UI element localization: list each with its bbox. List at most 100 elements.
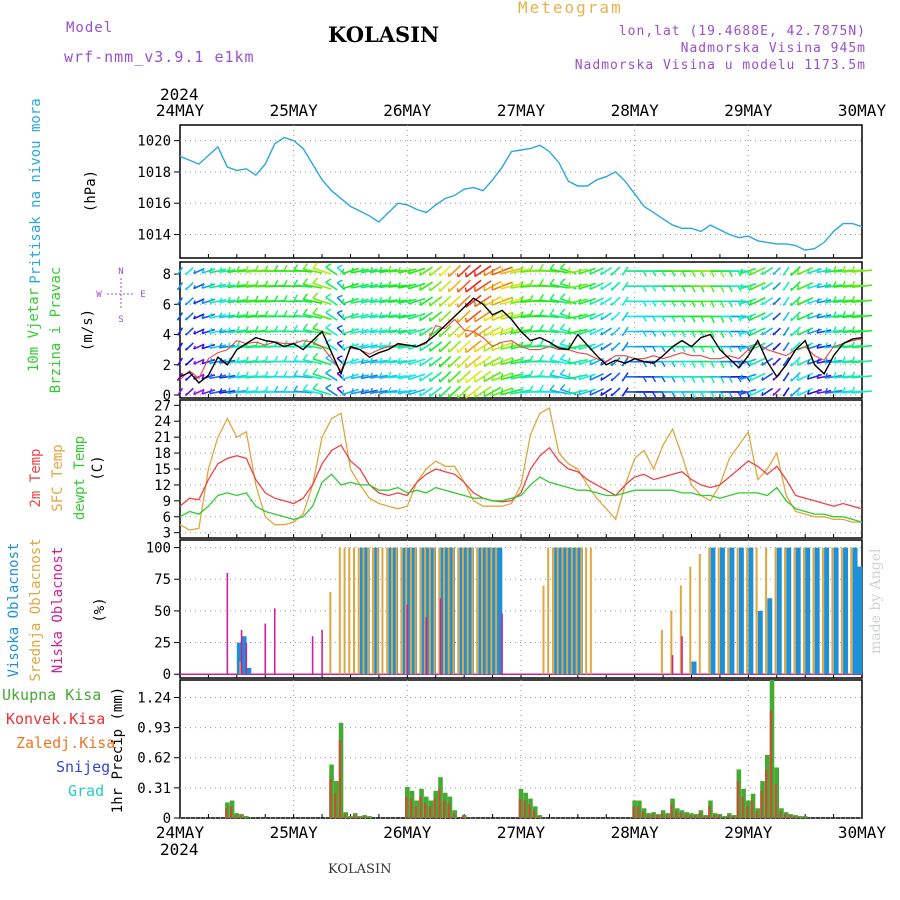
wind-barb bbox=[465, 279, 482, 293]
cloud-bar bbox=[497, 547, 503, 675]
wind-barb-flag bbox=[302, 308, 308, 315]
precip-total-bar bbox=[333, 781, 339, 818]
wind-barb bbox=[549, 389, 568, 395]
wind-barb-flag bbox=[293, 324, 299, 332]
wind-barb-flag bbox=[772, 392, 775, 396]
wind-barb-flag bbox=[578, 268, 582, 274]
wind-barb-flag bbox=[749, 300, 752, 305]
wind-barb-flag bbox=[841, 326, 846, 333]
wind-barb-flag bbox=[851, 326, 856, 333]
wind-barb-flag bbox=[209, 358, 213, 364]
wind-barb-flag bbox=[832, 371, 837, 379]
cloud-bar bbox=[755, 547, 758, 675]
compass-s-label: S bbox=[118, 315, 123, 325]
wind-barb bbox=[807, 268, 822, 275]
wind-barb-flag bbox=[559, 278, 566, 285]
wind-barb bbox=[610, 341, 621, 352]
wind-barb-flag bbox=[464, 317, 467, 323]
wind-barb-flag bbox=[397, 372, 401, 379]
wind-barb bbox=[749, 297, 766, 306]
wind-barb-flag bbox=[387, 386, 392, 394]
precip-conv-bar bbox=[433, 798, 436, 818]
wind-barb-flag bbox=[549, 308, 555, 316]
wind-barb bbox=[600, 282, 612, 291]
wind-barb bbox=[185, 357, 194, 366]
wind-barb bbox=[578, 343, 596, 351]
wind-barb-flag bbox=[589, 330, 592, 335]
cloud-bar bbox=[490, 547, 493, 675]
x-tick-label-top: 27MAY bbox=[497, 101, 546, 120]
wind-barb-flag bbox=[772, 377, 775, 381]
wind-barb-flag bbox=[236, 311, 240, 318]
wind-barb bbox=[816, 299, 832, 304]
y-tick-label: 0.62 bbox=[137, 751, 171, 767]
wind-barb-flag bbox=[739, 298, 743, 304]
cloud-bar bbox=[424, 547, 427, 675]
elevation-label: Nadmorska Visina 945m bbox=[680, 41, 866, 56]
wind-barb bbox=[408, 328, 426, 335]
wind-barb bbox=[193, 298, 205, 305]
cloud-bar bbox=[568, 547, 574, 675]
precip-total-bar bbox=[428, 800, 434, 818]
wind-barb-flag bbox=[651, 376, 657, 383]
wind-barb bbox=[209, 329, 227, 334]
cloud-bar bbox=[443, 547, 446, 675]
wind-barb-flag bbox=[651, 300, 657, 307]
wind-barb bbox=[761, 342, 774, 351]
cloud-bar bbox=[767, 598, 773, 675]
wind-barb bbox=[600, 297, 612, 306]
wind-barb bbox=[370, 389, 388, 395]
cloud-bar bbox=[719, 547, 725, 675]
wind-barb-flag bbox=[772, 272, 775, 275]
wind-barb bbox=[807, 358, 822, 365]
wind-barb bbox=[408, 373, 426, 381]
wind-barb-flag bbox=[589, 269, 592, 275]
wind-barb-flag bbox=[336, 294, 343, 299]
wind-barb-flag bbox=[691, 391, 696, 399]
wind-barb bbox=[474, 370, 492, 383]
wind-barb-flag bbox=[193, 330, 196, 335]
temp2m-line bbox=[179, 444, 863, 510]
wind-barb-flag bbox=[264, 310, 269, 318]
x-tick-label-bottom: 29MAY bbox=[724, 823, 773, 842]
wind-barb-flag bbox=[227, 266, 231, 273]
wind-barb-flag bbox=[520, 356, 524, 363]
wind-barb bbox=[429, 386, 443, 398]
y-tick-label: 6 bbox=[163, 510, 171, 526]
y-tick-label: 0.93 bbox=[137, 721, 171, 737]
cloud-bar bbox=[485, 547, 488, 675]
wind-barb-flag bbox=[749, 375, 752, 381]
precip-conv-bar bbox=[352, 815, 356, 818]
wind-barb bbox=[600, 266, 612, 276]
wind-barb bbox=[303, 359, 323, 365]
footer-station: KOLASIN bbox=[328, 862, 392, 877]
precip-conv-bar bbox=[793, 816, 796, 818]
cloud-bar bbox=[570, 547, 573, 675]
precip-conv-bar bbox=[423, 803, 427, 818]
wind-barb bbox=[419, 387, 434, 397]
wind-barb-flag bbox=[610, 393, 613, 397]
wind-barb-flag bbox=[419, 316, 422, 321]
wind-barb-flag bbox=[661, 270, 666, 277]
cloud-bar bbox=[480, 547, 483, 675]
cloud-bar bbox=[353, 547, 356, 675]
cloud-bar bbox=[426, 547, 432, 675]
precip-conv-bar bbox=[528, 804, 531, 818]
wind-barb-flag bbox=[681, 270, 686, 278]
cloud-bar bbox=[406, 604, 409, 675]
wind-barb-flag bbox=[369, 387, 374, 394]
wind-barb-flag bbox=[796, 315, 800, 321]
cloud-bar bbox=[831, 547, 834, 675]
wind-barb-flag bbox=[510, 266, 514, 274]
wind-barb-flag bbox=[661, 285, 666, 292]
wind-barb-flag bbox=[681, 346, 686, 353]
precip-conv-bar bbox=[329, 779, 332, 818]
sfc-temp-axis-title: SFC Temp bbox=[50, 444, 66, 511]
wind-barb-flag bbox=[578, 344, 582, 350]
wind-barb bbox=[325, 281, 338, 291]
wind-barb-flag bbox=[737, 300, 742, 307]
wind-barb-flag bbox=[209, 282, 213, 289]
wind-barb-flag bbox=[610, 347, 613, 351]
wind-barb-flag bbox=[387, 371, 392, 379]
wind-barb bbox=[419, 326, 434, 337]
